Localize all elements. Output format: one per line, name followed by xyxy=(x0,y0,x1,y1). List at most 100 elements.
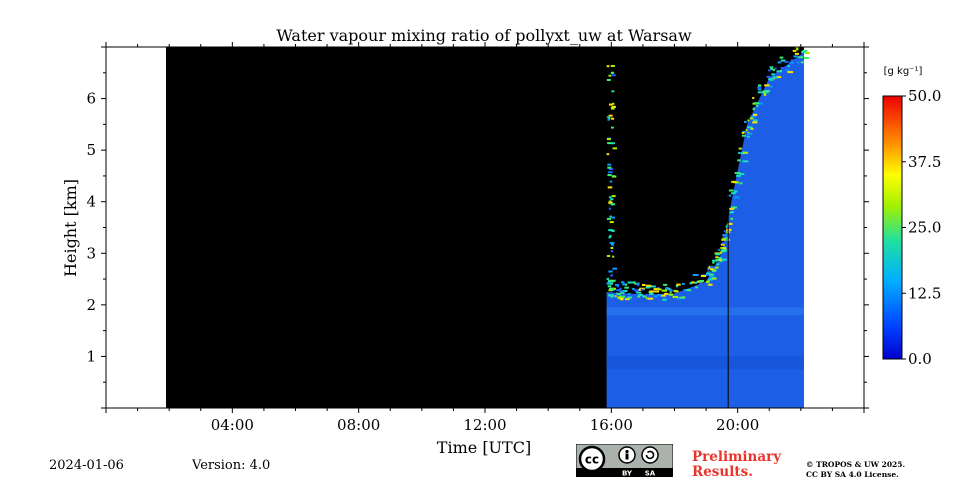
speckle xyxy=(801,51,805,54)
speckle xyxy=(609,241,615,244)
speckle xyxy=(608,236,611,239)
speckle xyxy=(606,282,610,285)
speckle xyxy=(624,298,630,301)
speckle xyxy=(709,275,716,278)
speckle xyxy=(681,282,685,285)
speckle xyxy=(787,65,790,68)
speckle xyxy=(730,192,736,195)
speckle xyxy=(608,207,612,210)
speckle xyxy=(606,153,610,156)
speckle xyxy=(721,249,728,252)
speckle xyxy=(624,286,629,289)
speckle xyxy=(758,84,762,87)
speckle xyxy=(693,281,698,284)
speckle xyxy=(712,261,715,264)
speckle xyxy=(768,78,773,81)
x-tick-label: 16:00 xyxy=(590,416,633,434)
speckle xyxy=(664,292,669,295)
speckle xyxy=(609,215,612,218)
speckle xyxy=(742,151,749,154)
speckle xyxy=(780,67,785,70)
speckle xyxy=(695,286,698,289)
speckle xyxy=(784,60,789,63)
speckle xyxy=(689,282,693,285)
speckle xyxy=(770,67,774,70)
speckle xyxy=(612,102,615,105)
speckle xyxy=(646,293,649,296)
chart-title: Water vapour mixing ratio of pollyxt_uw … xyxy=(276,26,692,45)
speckle xyxy=(636,291,642,294)
speckle xyxy=(752,96,755,99)
speckle xyxy=(633,289,639,292)
y-tick-label: 3 xyxy=(86,244,96,262)
speckle xyxy=(679,296,686,299)
y-axis: 1 2 3 4 5 6 xyxy=(86,46,869,409)
speckle xyxy=(707,273,711,276)
speckle xyxy=(786,69,790,72)
speckle xyxy=(718,248,721,251)
plot-area xyxy=(166,47,811,408)
speckle xyxy=(606,217,612,220)
speckle xyxy=(669,291,672,294)
speckle xyxy=(746,126,753,129)
speckle xyxy=(645,286,651,289)
speckle xyxy=(627,281,634,284)
colorbar: [g kg⁻¹] 0.0 12.5 25.0 37.5 50.0 xyxy=(882,66,941,368)
speckle xyxy=(755,104,759,107)
speckle xyxy=(720,261,725,264)
speckle xyxy=(731,180,737,183)
speckle xyxy=(804,52,811,55)
preliminary-results-note: Preliminary Results. xyxy=(692,450,781,480)
speckle xyxy=(738,147,742,150)
speckle xyxy=(776,70,783,73)
copyright-note: © TROPOS & UW 2025. CC BY SA 4.0 License… xyxy=(806,460,905,480)
speckle xyxy=(615,284,620,287)
x-tick-label: 08:00 xyxy=(337,416,380,434)
speckle xyxy=(698,280,705,283)
speckle xyxy=(607,280,613,283)
speckle xyxy=(617,293,621,296)
speckle xyxy=(619,295,625,298)
speckle xyxy=(802,49,808,52)
speckle xyxy=(720,250,726,253)
speckle xyxy=(718,256,722,259)
speckle xyxy=(609,234,612,237)
speckle xyxy=(706,272,711,275)
speckle xyxy=(754,102,760,105)
speckle xyxy=(628,296,631,299)
x-tick-label: 20:00 xyxy=(716,416,759,434)
speckle xyxy=(737,159,741,162)
speckle xyxy=(729,207,735,210)
speckle xyxy=(722,234,728,237)
speckle xyxy=(610,117,615,120)
speckle xyxy=(661,289,668,292)
speckle xyxy=(720,246,725,249)
speckle xyxy=(705,280,710,283)
y-axis-label: Height [km] xyxy=(61,179,80,277)
copyright-line-1: © TROPOS & UW 2025. xyxy=(806,460,906,469)
speckle xyxy=(724,237,729,240)
speckle xyxy=(803,57,809,60)
speckle xyxy=(610,64,615,67)
speckle xyxy=(708,283,713,286)
speckle xyxy=(729,211,734,214)
colorbar-gradient xyxy=(882,95,903,360)
sa-label: SA xyxy=(645,470,656,478)
speckle xyxy=(718,258,723,261)
speckle xyxy=(611,105,616,108)
by-label: BY xyxy=(622,470,633,478)
speckle xyxy=(654,290,660,293)
speckle xyxy=(606,78,611,81)
speckle xyxy=(723,236,726,239)
speckle xyxy=(719,251,723,254)
speckle xyxy=(641,284,646,287)
speckle xyxy=(746,132,753,135)
speckle xyxy=(772,69,776,72)
speckle xyxy=(608,168,614,171)
speckle xyxy=(610,287,614,290)
speckle xyxy=(640,288,644,291)
speckle xyxy=(736,174,741,177)
speckle xyxy=(649,290,655,293)
water-vapour-field xyxy=(606,52,804,408)
